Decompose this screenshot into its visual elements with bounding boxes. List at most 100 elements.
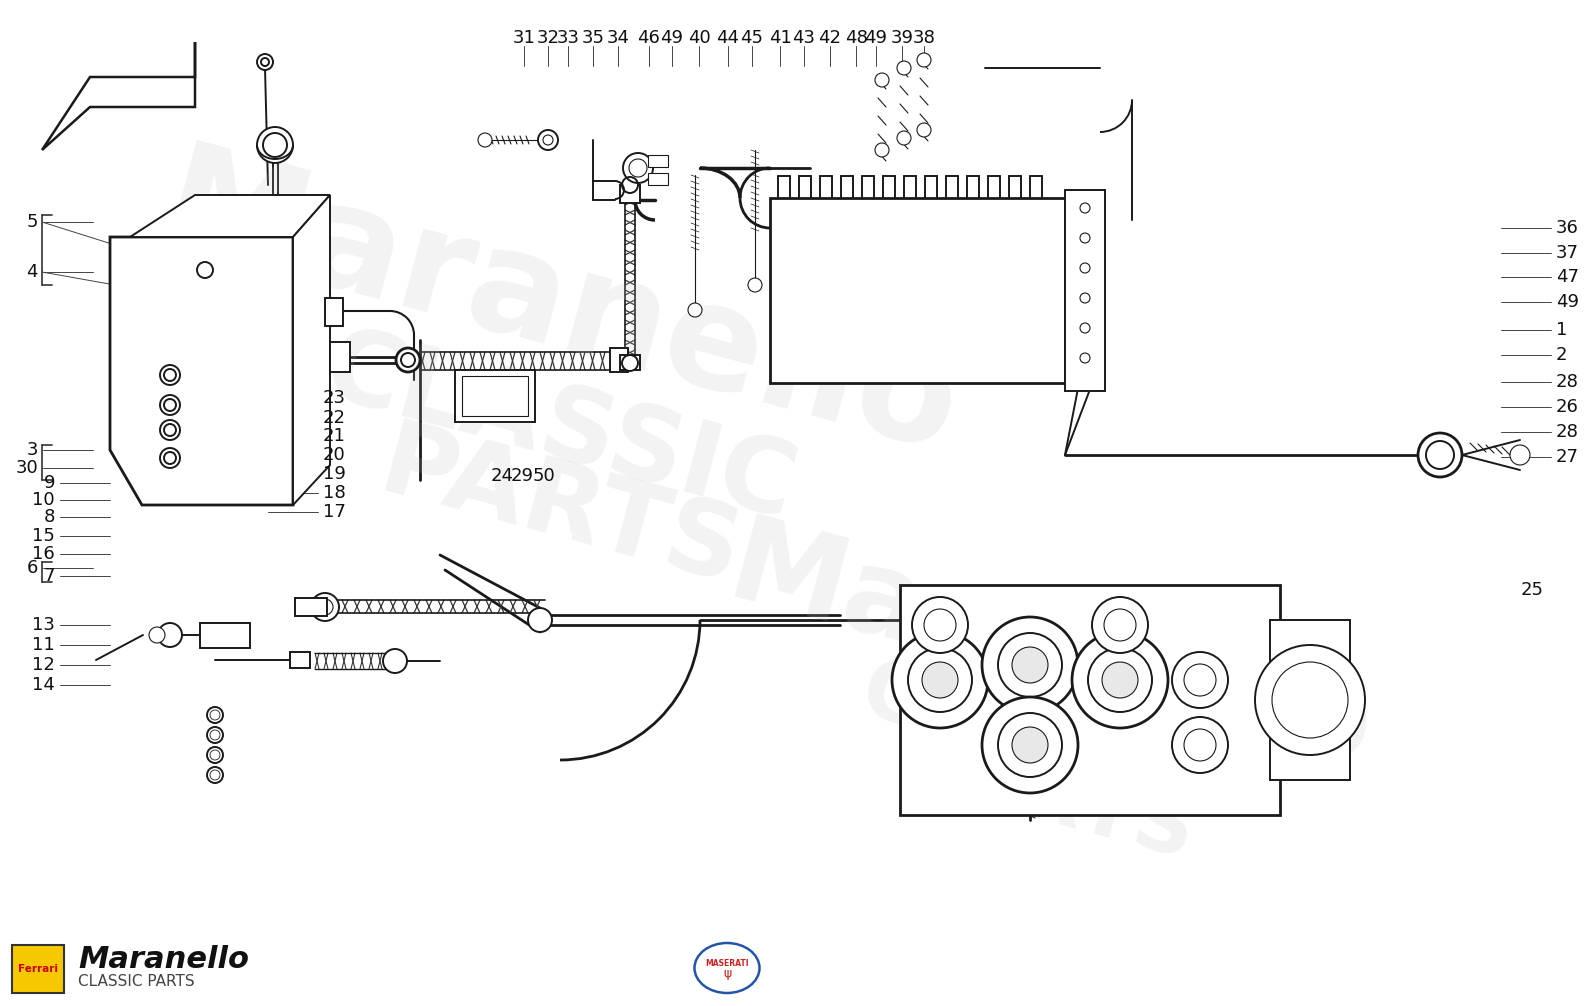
Text: 19: 19	[322, 465, 346, 483]
Text: 10: 10	[32, 491, 54, 509]
Circle shape	[148, 627, 164, 643]
Circle shape	[1092, 597, 1148, 653]
Circle shape	[911, 597, 969, 653]
Polygon shape	[294, 195, 330, 505]
Text: 49: 49	[1556, 293, 1578, 311]
Circle shape	[688, 303, 702, 317]
Text: Maranello: Maranello	[717, 509, 1384, 791]
Circle shape	[622, 177, 638, 193]
Text: 40: 40	[688, 29, 710, 47]
Circle shape	[897, 61, 911, 75]
Circle shape	[318, 599, 334, 615]
Circle shape	[875, 73, 889, 87]
Text: 26: 26	[1556, 398, 1578, 416]
Circle shape	[1254, 645, 1365, 754]
Bar	[769, 198, 1065, 383]
Text: Maranello: Maranello	[78, 946, 249, 975]
Circle shape	[543, 135, 552, 145]
Text: 24: 24	[492, 467, 514, 485]
Text: 28: 28	[1556, 373, 1578, 391]
Text: 22: 22	[322, 409, 346, 427]
Text: ψ: ψ	[723, 968, 731, 981]
Circle shape	[262, 58, 270, 66]
Text: 49: 49	[865, 29, 887, 47]
Text: MASERATI: MASERATI	[705, 960, 749, 969]
Circle shape	[1080, 323, 1090, 333]
Text: 8: 8	[43, 508, 54, 526]
Circle shape	[1080, 293, 1090, 303]
Circle shape	[207, 727, 223, 743]
Circle shape	[908, 648, 972, 712]
Text: 7: 7	[43, 567, 54, 585]
Circle shape	[207, 767, 223, 783]
Circle shape	[982, 617, 1077, 713]
Text: 36: 36	[1556, 219, 1578, 237]
Text: 21: 21	[322, 427, 346, 445]
Bar	[13, 945, 64, 993]
Text: 3: 3	[27, 441, 38, 459]
Text: 41: 41	[769, 29, 792, 47]
Bar	[1065, 190, 1104, 391]
Circle shape	[982, 697, 1077, 793]
Circle shape	[998, 713, 1061, 777]
Circle shape	[1080, 203, 1090, 213]
Circle shape	[922, 662, 958, 698]
Bar	[610, 348, 627, 372]
Circle shape	[160, 448, 180, 468]
Circle shape	[160, 395, 180, 415]
Text: 15: 15	[32, 527, 54, 545]
Text: PARTS: PARTS	[897, 722, 1203, 877]
Text: CLASSIC PARTS: CLASSIC PARTS	[78, 975, 195, 990]
Bar	[619, 185, 640, 203]
Circle shape	[538, 130, 559, 150]
Text: 6: 6	[27, 559, 38, 577]
Text: 38: 38	[913, 29, 935, 47]
Text: 33: 33	[557, 29, 579, 47]
Circle shape	[160, 420, 180, 440]
Circle shape	[1012, 647, 1049, 683]
Circle shape	[1272, 662, 1349, 738]
Bar	[1270, 620, 1350, 780]
Text: PARTS: PARTS	[369, 413, 752, 607]
Circle shape	[1073, 632, 1168, 728]
Text: 37: 37	[1556, 244, 1578, 262]
Circle shape	[1088, 648, 1152, 712]
Circle shape	[164, 452, 176, 464]
Circle shape	[311, 593, 338, 621]
Text: 27: 27	[1556, 448, 1578, 466]
Text: Ferrari: Ferrari	[18, 964, 57, 974]
Circle shape	[918, 53, 930, 67]
Circle shape	[1184, 729, 1216, 761]
Text: 42: 42	[819, 29, 841, 47]
Polygon shape	[110, 237, 294, 505]
Circle shape	[257, 127, 294, 163]
Circle shape	[924, 609, 956, 641]
Text: 1: 1	[1556, 321, 1567, 339]
Circle shape	[1104, 609, 1136, 641]
Circle shape	[1510, 445, 1531, 465]
Circle shape	[211, 730, 220, 740]
Circle shape	[1080, 263, 1090, 273]
Circle shape	[257, 54, 273, 70]
Text: 28: 28	[1556, 423, 1578, 441]
Circle shape	[528, 608, 552, 632]
Circle shape	[158, 623, 182, 647]
Bar	[295, 598, 327, 616]
Circle shape	[875, 143, 889, 157]
Circle shape	[1171, 717, 1227, 773]
Text: Maranello: Maranello	[147, 136, 974, 484]
Circle shape	[160, 365, 180, 385]
Circle shape	[164, 424, 176, 436]
Bar	[455, 370, 535, 422]
Polygon shape	[41, 42, 195, 150]
Circle shape	[892, 632, 988, 728]
Circle shape	[477, 133, 492, 147]
Circle shape	[396, 348, 420, 372]
Bar	[461, 376, 528, 416]
Circle shape	[749, 278, 761, 292]
Text: 48: 48	[844, 29, 868, 47]
Bar	[648, 155, 669, 167]
Circle shape	[1012, 727, 1049, 763]
Text: 29: 29	[511, 467, 535, 485]
Circle shape	[998, 633, 1061, 697]
